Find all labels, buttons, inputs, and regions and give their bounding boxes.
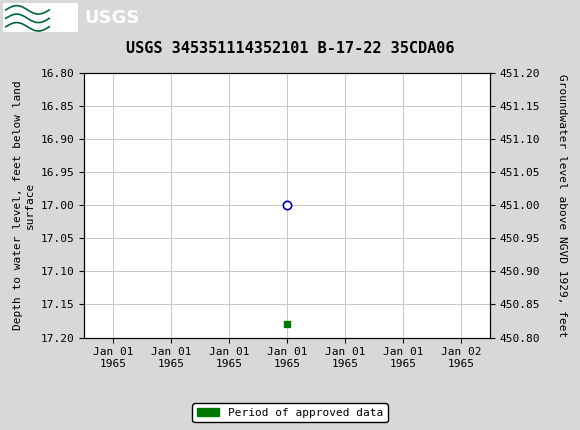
Text: USGS 345351114352101 B-17-22 35CDA06: USGS 345351114352101 B-17-22 35CDA06 bbox=[126, 41, 454, 56]
Legend: Period of approved data: Period of approved data bbox=[193, 403, 387, 422]
FancyBboxPatch shape bbox=[3, 3, 78, 32]
Y-axis label: Depth to water level, feet below land
surface: Depth to water level, feet below land su… bbox=[13, 80, 35, 330]
Y-axis label: Groundwater level above NGVD 1929, feet: Groundwater level above NGVD 1929, feet bbox=[557, 74, 567, 337]
Text: USGS: USGS bbox=[84, 9, 139, 27]
